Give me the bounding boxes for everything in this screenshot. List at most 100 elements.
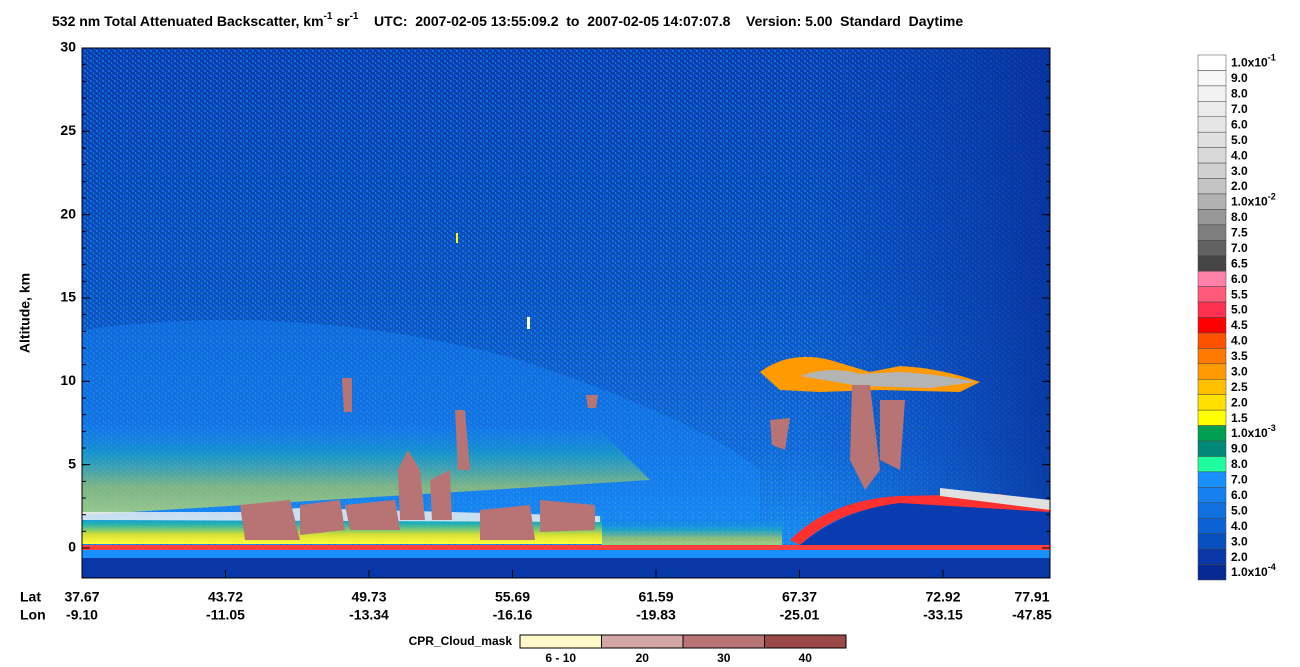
colorbar-label: 9.0 — [1231, 442, 1248, 456]
cloud-mask-title: CPR_Cloud_mask — [409, 634, 513, 648]
lat-label: 72.92 — [925, 589, 960, 605]
colorbar-swatch — [1197, 564, 1227, 581]
lat-label: 43.72 — [208, 589, 243, 605]
colorbar-swatch — [1197, 116, 1227, 133]
lat-label: 61.59 — [638, 589, 673, 605]
colorbar-swatch — [1197, 517, 1227, 534]
cloud-mask-swatch — [764, 634, 847, 649]
colorbar-swatch — [1197, 332, 1227, 349]
colorbar-label: 7.0 — [1231, 241, 1248, 255]
y-tick-label: 20 — [60, 205, 76, 221]
colorbar-label: 3.5 — [1231, 349, 1248, 363]
colorbar-label: 1.0x10-1 — [1231, 53, 1276, 70]
cloud-mask-label: 40 — [799, 651, 813, 665]
chart-title: 532 nm Total Attenuated Backscatter, km-… — [52, 11, 963, 29]
colorbar-label: 7.0 — [1231, 473, 1248, 487]
y-tick-label: 25 — [60, 122, 76, 138]
colorbar-swatch — [1197, 487, 1227, 504]
colorbar-swatch — [1197, 178, 1227, 195]
colorbar-swatch — [1197, 209, 1227, 226]
y-tick-label: 30 — [60, 39, 76, 55]
colorbar-label-base: 1.0x10 — [1231, 195, 1268, 209]
cloud-mask-swatch — [601, 634, 684, 649]
colorbar-label: 1.0x10-4 — [1231, 562, 1276, 579]
y-tick-label: 10 — [60, 372, 76, 388]
title-part: 532 nm Total Attenuated Backscatter, km — [52, 13, 324, 29]
colorbar-label: 7.0 — [1231, 102, 1248, 116]
colorbar-label-exponent: -4 — [1268, 562, 1276, 572]
colorbar-label: 8.0 — [1231, 457, 1248, 471]
colorbar-label-base: 1.0x10 — [1231, 56, 1268, 70]
y-tick-label: 5 — [68, 455, 76, 471]
colorbar-swatch — [1197, 440, 1227, 457]
colorbar-swatch — [1197, 162, 1227, 179]
colorbar-label: 2.0 — [1231, 550, 1248, 564]
colorbar-label: 8.0 — [1231, 87, 1248, 101]
colorbar-swatch — [1197, 502, 1227, 519]
colorbar-label: 6.0 — [1231, 272, 1248, 286]
colorbar-label: 1.0x10-3 — [1231, 423, 1276, 440]
colorbar-label-base: 1.0x10 — [1231, 565, 1268, 579]
colorbar-label: 4.5 — [1231, 318, 1248, 332]
cloud-mask-label: 20 — [636, 651, 650, 665]
lat-label: 49.73 — [351, 589, 386, 605]
colorbar-swatch — [1197, 255, 1227, 272]
cloud-mask-swatch — [682, 634, 765, 649]
title-superscript: -1 — [350, 11, 359, 22]
y-tick-label: 0 — [68, 539, 76, 555]
lon-label: -19.83 — [636, 607, 676, 623]
lat-label: 77.91 — [1014, 589, 1049, 605]
lat-label: 67.37 — [782, 589, 817, 605]
colorbar-swatch — [1197, 240, 1227, 256]
colorbar-label: 6.0 — [1231, 488, 1248, 502]
y-axis-label: Altitude, km — [17, 273, 33, 353]
colorbar-label: 2.0 — [1231, 395, 1248, 409]
colorbar-label: 1.0x10-2 — [1231, 192, 1276, 209]
colorbar-label: 8.0 — [1231, 210, 1248, 224]
colorbar-swatch — [1197, 270, 1227, 287]
colorbar-swatch — [1197, 456, 1227, 473]
title-part: sr — [332, 13, 350, 29]
lon-label: -33.15 — [923, 607, 963, 623]
lon-label: -11.05 — [206, 607, 245, 623]
lat-label: 55.69 — [495, 589, 530, 605]
lon-label: -16.16 — [493, 607, 533, 623]
colorbar-label: 3.0 — [1231, 534, 1248, 548]
cloud-mask-swatch — [519, 634, 602, 649]
y-tick-label: 15 — [60, 289, 76, 305]
x-row-label: Lat — [20, 589, 41, 605]
cloud-mask-legend: CPR_Cloud_mask 6 - 10 20 30 40 — [409, 634, 847, 665]
cloud-mask-label: 6 - 10 — [545, 651, 576, 665]
colorbar-swatch — [1197, 317, 1227, 334]
colorbar-label: 9.0 — [1231, 71, 1248, 85]
plot-frame — [81, 47, 1051, 579]
colorbar-label: 6.0 — [1231, 117, 1248, 131]
lon-label: -47.85 — [1012, 607, 1052, 623]
colorbar-label: 5.0 — [1231, 503, 1248, 517]
colorbar-label: 5.0 — [1231, 303, 1248, 317]
colorbar-swatch — [1197, 54, 1227, 71]
colorbar-label-exponent: -2 — [1268, 192, 1276, 202]
colorbar-label: 1.5 — [1231, 411, 1248, 425]
colorbar-label: 2.5 — [1231, 380, 1248, 394]
colorbar-swatch — [1197, 286, 1227, 303]
colorbar-swatch — [1197, 147, 1227, 164]
lon-label: -13.34 — [349, 607, 389, 623]
colorbar: 1.0x10-19.08.07.06.05.04.03.02.01.0x10-2… — [1197, 53, 1276, 581]
colorbar-swatch — [1197, 348, 1227, 365]
colorbar-swatch — [1197, 394, 1227, 411]
colorbar-label: 6.5 — [1231, 256, 1248, 270]
colorbar-swatch — [1197, 548, 1227, 565]
lon-label: -9.10 — [66, 607, 98, 623]
title-part: UTC: 2007-02-05 13:55:09.2 to 2007-02-05… — [358, 13, 963, 29]
colorbar-label-base: 1.0x10 — [1231, 426, 1268, 440]
colorbar-swatch — [1197, 193, 1227, 210]
title-superscript: -1 — [324, 11, 333, 22]
x-row-label: Lon — [20, 607, 46, 623]
colorbar-label: 4.0 — [1231, 334, 1248, 348]
colorbar-swatch — [1197, 409, 1227, 426]
colorbar-swatch — [1197, 224, 1227, 241]
backscatter-curtain — [82, 48, 1050, 578]
lon-label: -25.01 — [780, 607, 820, 623]
colorbar-swatch — [1197, 70, 1227, 87]
